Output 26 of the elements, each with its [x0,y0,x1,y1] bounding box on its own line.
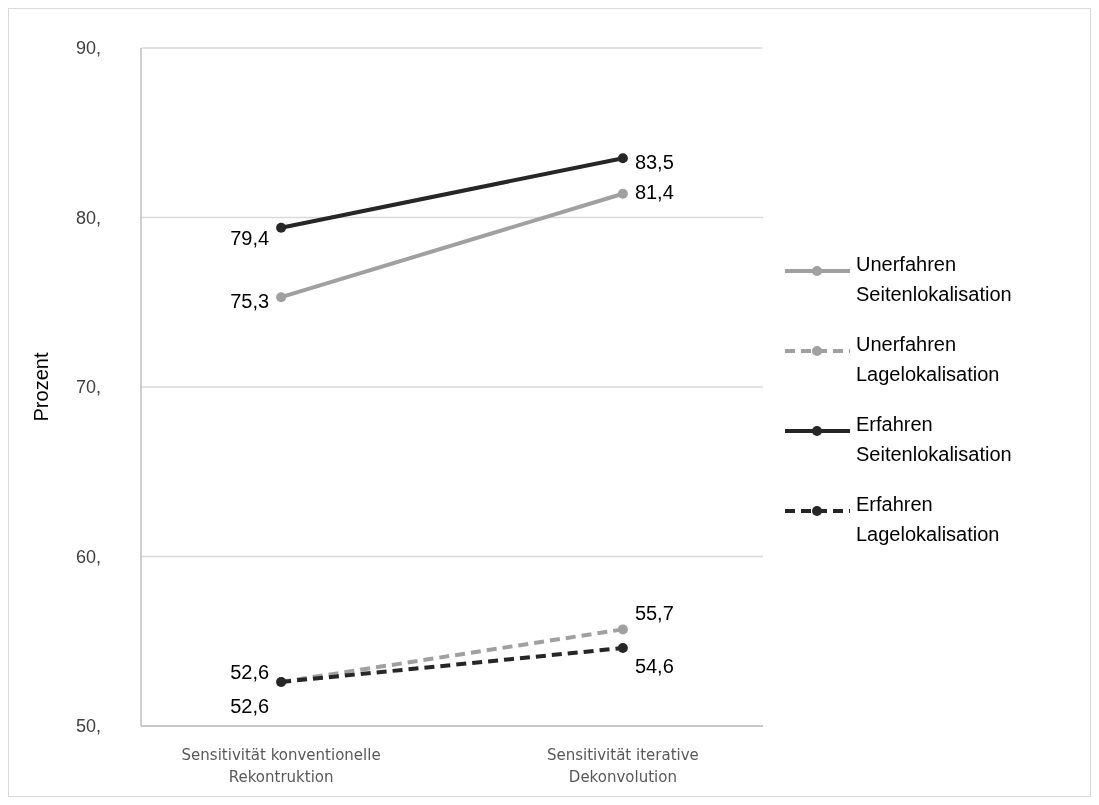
legend-label: Erfahren Lagelokalisation [856,493,1000,545]
point [617,153,628,164]
point [617,643,628,654]
data-label: 55,7 [634,602,674,625]
y-tick-label: 90, [75,38,101,59]
y-axis-title: Prozent [30,352,52,422]
point [617,188,628,199]
point [276,292,287,303]
data-label: 52,6 [230,660,270,683]
data-label: 54,6 [634,655,674,678]
data-label: 83,5 [634,151,674,174]
x-tick-label: Sensitivität konventionelle Rekontruktion [181,746,381,786]
x-tick-label: Sensitivität iterative Dekonvolution [546,746,699,786]
data-label: 52,6 [230,694,270,717]
legend-label: Erfahren Seitenlokalisation [856,413,1012,465]
y-tick-label: 60, [75,546,101,567]
data-label: 79,4 [230,226,270,249]
y-tick-label: 80, [75,207,101,228]
data-label: 81,4 [634,180,674,203]
y-tick-label: 50, [75,716,101,737]
y-tick-label: 70, [75,377,101,398]
data-label: 75,3 [230,290,270,313]
point [276,222,287,233]
point [617,624,628,635]
legend-label: Unerfahren Lagelokalisation [856,333,1000,385]
legend-label: Unerfahren Seitenlokalisation [856,253,1012,305]
